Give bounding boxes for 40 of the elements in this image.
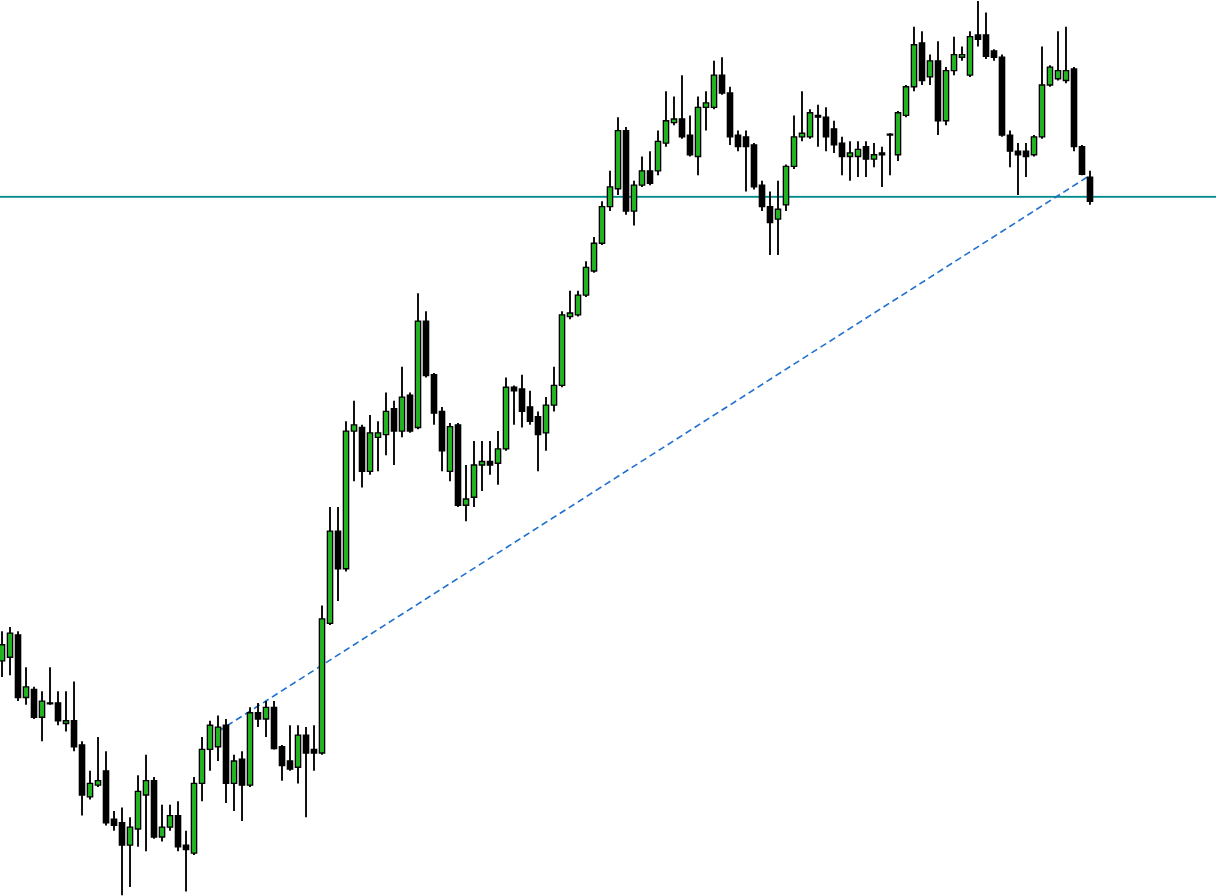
candlestick <box>1054 30 1062 82</box>
candlestick <box>918 30 926 86</box>
candlestick <box>54 690 62 727</box>
candlestick <box>870 142 878 169</box>
candlestick <box>174 800 182 853</box>
candlestick <box>806 108 814 140</box>
candlestick <box>294 724 302 785</box>
candlestick <box>30 685 38 720</box>
candlestick <box>966 30 974 78</box>
candlestick <box>862 140 870 178</box>
candlestick <box>846 140 854 182</box>
candlestick <box>0 630 6 678</box>
candlestick <box>134 774 142 848</box>
candlestick <box>838 135 846 177</box>
candlestick <box>534 410 542 473</box>
candlestick <box>478 439 486 492</box>
candlestick <box>118 806 126 896</box>
candlestick <box>1086 169 1094 206</box>
candlestick <box>982 11 990 60</box>
candlestick <box>774 179 782 256</box>
candlestick <box>830 119 838 154</box>
candlestick <box>710 59 718 111</box>
candlestick <box>742 129 750 193</box>
candlestick <box>686 114 694 158</box>
candlestick <box>1014 142 1022 196</box>
candlestick <box>822 106 830 153</box>
candlestick <box>518 373 526 429</box>
candlestick <box>358 423 366 489</box>
candlestick <box>286 724 294 772</box>
candlestick <box>470 439 478 508</box>
candlestick <box>398 365 406 439</box>
candlestick <box>486 439 494 476</box>
candlestick <box>814 103 822 148</box>
candlestick <box>1022 142 1030 178</box>
candlestick <box>38 690 46 743</box>
candlestick <box>302 726 310 819</box>
candlestick <box>878 145 886 188</box>
candlestick <box>142 753 150 853</box>
candlestick <box>390 399 398 466</box>
candlestick <box>366 413 374 476</box>
